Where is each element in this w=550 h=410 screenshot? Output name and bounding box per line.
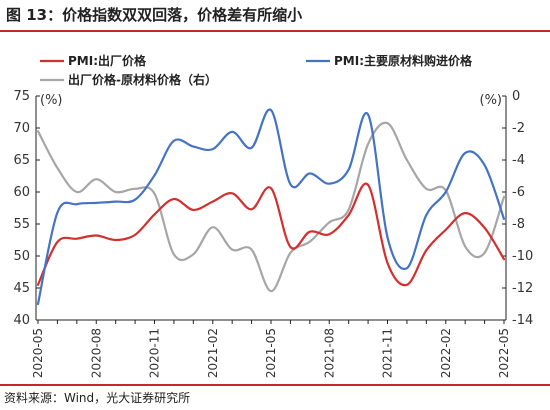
right-axis-unit: (%) bbox=[480, 93, 503, 108]
left-tick-label: 60 bbox=[13, 185, 30, 200]
legend-item-2: 出厂价格-原材料价格（右） bbox=[40, 72, 217, 87]
x-tick-label: 2020-11 bbox=[148, 328, 162, 378]
series-2 bbox=[36, 121, 506, 293]
legend-label: PMI:主要原材料购进价格 bbox=[334, 53, 473, 68]
chart-title: 图 13：价格指数双双回落，价格差有所缩小 bbox=[6, 6, 303, 24]
source-note: 资料来源：Wind，光大证券研究所 bbox=[4, 391, 191, 405]
right-tick-label: -12 bbox=[512, 281, 533, 296]
left-tick-label: 50 bbox=[13, 249, 30, 264]
right-tick-label: -8 bbox=[512, 217, 525, 232]
left-axis-unit: (%) bbox=[40, 93, 63, 108]
left-tick-label: 45 bbox=[13, 281, 30, 296]
right-tick-label: -2 bbox=[512, 121, 525, 136]
x-tick-label: 2021-02 bbox=[206, 328, 220, 378]
left-tick-label: 75 bbox=[13, 89, 30, 104]
left-tick-label: 55 bbox=[13, 217, 30, 232]
series-0 bbox=[36, 182, 506, 287]
right-tick-label: -10 bbox=[512, 249, 533, 264]
axes: 40 45 50 55 60 65 70 75 0 -2 -4 -6 -8 -10 -12 -14 (%) (%)… bbox=[13, 89, 533, 378]
left-tick-label: 65 bbox=[13, 153, 30, 168]
left-tick-label: 40 bbox=[13, 313, 30, 328]
series-1 bbox=[36, 108, 506, 306]
right-tick-label: 0 bbox=[512, 89, 520, 104]
x-tick-label: 2022-05 bbox=[497, 328, 511, 378]
left-tick-label: 70 bbox=[13, 121, 30, 136]
series-line-0 bbox=[36, 182, 506, 287]
source-bar: 资料来源：Wind，光大证券研究所 bbox=[0, 384, 550, 410]
legend-item-1: PMI:主要原材料购进价格 bbox=[306, 53, 473, 68]
legend-item-0: PMI:出厂价格 bbox=[40, 53, 147, 68]
series-layer bbox=[36, 108, 506, 306]
x-tick-label: 2020-08 bbox=[89, 328, 103, 378]
x-tick-label: 2021-11 bbox=[381, 328, 395, 378]
series-line-1 bbox=[36, 108, 506, 306]
x-tick-label: 2021-08 bbox=[322, 328, 336, 378]
x-tick-label: 2022-02 bbox=[439, 328, 453, 378]
right-tick-label: -14 bbox=[512, 313, 533, 328]
title-bar: 图 13：价格指数双双回落，价格差有所缩小 bbox=[0, 0, 550, 32]
legend-label: 出厂价格-原材料价格（右） bbox=[68, 72, 217, 87]
right-tick-label: -4 bbox=[512, 153, 525, 168]
legend-label: PMI:出厂价格 bbox=[68, 53, 147, 68]
right-tick-label: -6 bbox=[512, 185, 525, 200]
x-tick-label: 2020-05 bbox=[31, 328, 45, 378]
x-tick-label: 2021-05 bbox=[264, 328, 278, 378]
series-line-2 bbox=[36, 121, 506, 293]
